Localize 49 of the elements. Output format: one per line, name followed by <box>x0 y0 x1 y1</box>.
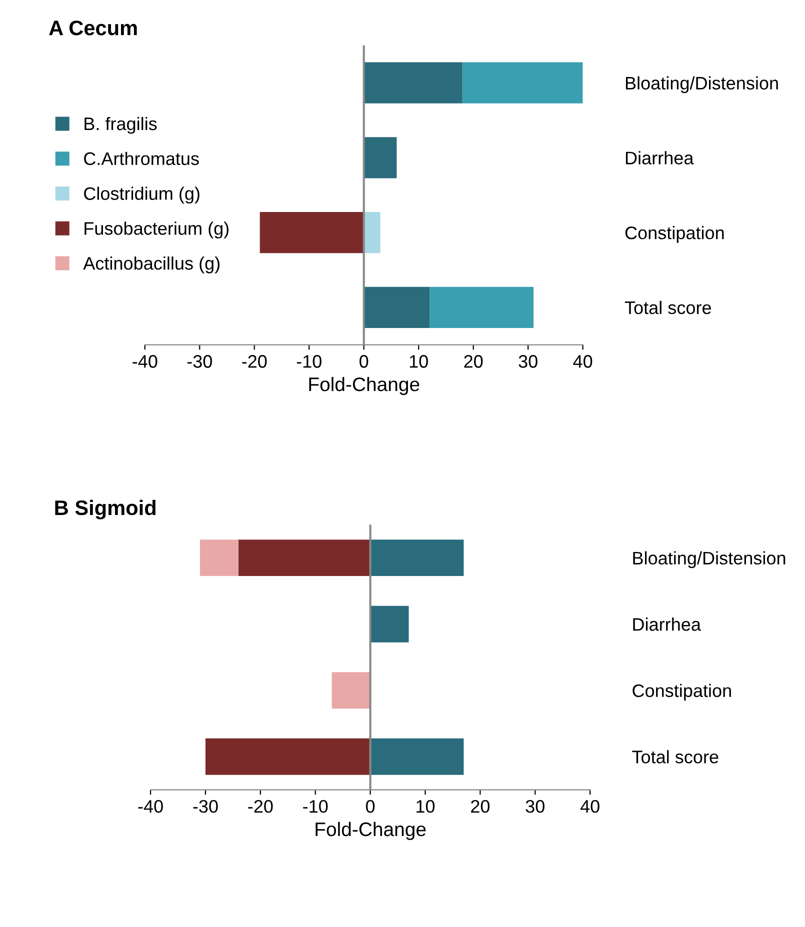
bar <box>260 212 364 254</box>
x-tick-label: 20 <box>464 355 483 368</box>
x-tick-label: -30 <box>187 355 212 368</box>
bar <box>364 62 462 104</box>
bar <box>364 137 397 178</box>
bar <box>200 540 238 576</box>
legend-label: C.Arthromatus <box>84 152 199 166</box>
bar <box>430 286 534 328</box>
x-tick-label: 20 <box>471 800 490 813</box>
x-tick-label: -40 <box>132 355 158 368</box>
x-tick-label: -10 <box>296 355 322 368</box>
bar <box>370 606 409 642</box>
bar <box>364 212 380 254</box>
chart-title: A Cecum <box>49 20 137 36</box>
bar <box>364 286 430 328</box>
x-tick-label: 10 <box>410 355 428 368</box>
x-tick-label: 40 <box>580 800 600 813</box>
x-tick-label: -20 <box>248 800 273 813</box>
y-tick-label: Constipation <box>625 226 724 243</box>
y-tick-label: Diarrhea <box>626 151 694 164</box>
bar <box>205 738 370 775</box>
bar <box>238 540 370 576</box>
x-tick-label: -20 <box>242 355 267 368</box>
x-tick-label: 0 <box>366 800 375 813</box>
legend-label: Clostridium (g) <box>84 186 200 204</box>
y-tick-label: Total score <box>632 750 718 764</box>
x-tick-label: -40 <box>138 800 163 813</box>
legend-label: B. fragilis <box>84 116 157 134</box>
y-tick-label: Total score <box>624 300 711 314</box>
bar <box>370 738 464 775</box>
chart-title: B Sigmoid <box>55 500 156 520</box>
y-tick-label: Bloating/Distension <box>626 76 778 94</box>
bar <box>332 672 370 709</box>
x-tick-label: 30 <box>526 800 544 813</box>
x-axis-title: Fold-Change <box>316 822 426 840</box>
x-tick-label: 10 <box>416 800 435 813</box>
bar <box>462 62 583 104</box>
y-tick-label: Diarrhea <box>633 618 701 631</box>
x-tick-label: 40 <box>573 355 592 368</box>
y-tick-label: Bloating/Distension <box>633 551 786 568</box>
legend-label: Actinobacillus (g) <box>83 256 220 274</box>
legend-label: Fusobacterium (g) <box>84 222 229 238</box>
x-tick-label: 30 <box>518 355 538 368</box>
bar <box>370 540 464 576</box>
x-tick-label: -10 <box>303 800 328 813</box>
x-axis-title: Fold-Change <box>309 376 420 396</box>
y-tick-label: Constipation <box>632 684 731 701</box>
x-tick-label: 0 <box>360 355 368 368</box>
x-tick-label: -30 <box>193 800 218 813</box>
